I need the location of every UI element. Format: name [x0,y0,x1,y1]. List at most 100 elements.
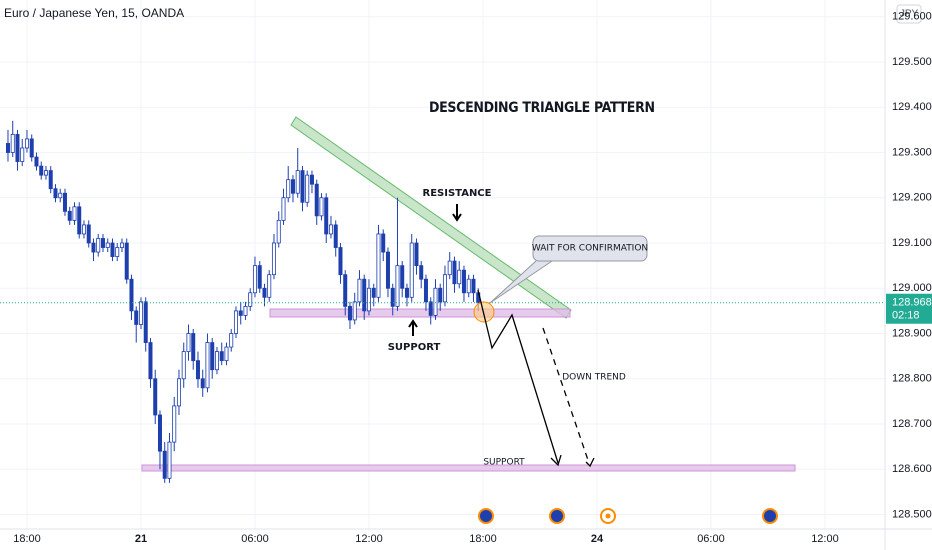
event-icon[interactable] [478,508,494,524]
candle-body [200,378,205,389]
candle-body [48,170,53,190]
candle-body [15,133,20,162]
candle-body [53,188,58,199]
candle-body [233,310,238,334]
y-tick-label: 128.900 [892,327,932,339]
candle-body [210,342,215,371]
currency-label: JPY [900,9,919,20]
candle-body [238,310,243,316]
candle-body [148,342,153,380]
y-tick-label: 129.300 [892,146,932,158]
candle-body [195,360,200,380]
x-tick-label: 12:00 [811,533,839,545]
highlight-circle [473,301,495,323]
candle-body [433,287,438,316]
candle-body [376,233,381,298]
y-tick-label: 129.200 [892,192,932,204]
x-tick-label: 18:00 [469,533,497,545]
candle-body [324,197,329,235]
event-dot [605,513,611,519]
candle-body [404,287,409,298]
y-tick-label: 128.600 [892,463,932,475]
candle-body [409,242,414,298]
candle-body [457,269,462,285]
price-axis: 128.500 128.600 128.700 128.800 128.900 129.0… [13,11,932,545]
x-tick-label: 12:00 [355,533,383,545]
candle-body [442,274,447,303]
candle-body [134,310,139,325]
candle-body [58,192,63,199]
candle-body [181,351,186,380]
y-tick-label: 128.700 [892,418,932,430]
currency-box[interactable] [896,4,922,24]
candle-body [347,305,352,321]
candle-body [271,242,276,276]
grid [0,0,885,529]
candle-body [248,292,253,307]
candle-body [167,441,172,479]
candle-body [67,210,72,221]
support-lower-label: SUPPORT [483,458,525,468]
candle-body [157,414,162,452]
candle-body [119,242,124,248]
candle-body [5,143,10,153]
candle-body [243,305,248,316]
candle-body [172,405,177,443]
candle-body [143,301,148,343]
y-tick-label: 129.000 [892,282,932,294]
candle-body [276,219,281,244]
candle-body [176,378,181,407]
candle-body [395,265,400,307]
event-icon[interactable] [549,508,565,524]
candle-body [29,138,34,158]
candle-body [24,138,29,149]
candle-body [385,251,390,289]
support-label: SUPPORT [388,342,441,353]
candle-body [333,224,338,248]
candle-body [428,301,433,316]
candle-body [115,247,120,257]
candle-body [219,351,224,362]
candle-body [290,179,295,194]
candle-body [96,238,101,253]
candle-body [62,192,67,212]
arrow-up [408,319,418,336]
x-tick-label: 06:00 [697,533,725,545]
arrow-head [585,457,595,468]
candle-body [252,265,257,294]
candle-body [43,170,48,176]
candle-body [72,206,77,221]
candle-body [438,287,443,303]
event-icon[interactable] [762,508,778,524]
candle-body [300,170,305,203]
x-tick-label: 18:00 [13,533,41,545]
candle-body [471,278,476,294]
candle-body [314,183,319,217]
candle-body [110,242,115,257]
candle-body [91,242,96,253]
candle-body [371,287,376,298]
y-tick-label: 129.500 [892,56,932,68]
candle-body [423,278,428,303]
candle-body [214,351,219,371]
candle-body [39,165,44,176]
candle-body [357,278,362,303]
y-tick-label: 129.600 [892,11,932,23]
dashed-arrow [542,327,590,464]
x-tick-label: 06:00 [241,533,269,545]
candle-body [186,333,191,353]
candle-body [400,265,405,289]
candle-body [466,278,471,294]
candle-body [105,242,110,248]
candle-body [461,269,466,294]
candle-body [262,287,267,298]
candle-body [295,170,300,194]
resistance-band [290,116,572,319]
arrow-down [452,204,462,222]
candle-body [447,260,452,276]
y-tick-label: 128.500 [892,508,932,520]
candle-body [414,242,419,267]
candle-body [343,274,348,307]
candle-body [309,174,314,185]
